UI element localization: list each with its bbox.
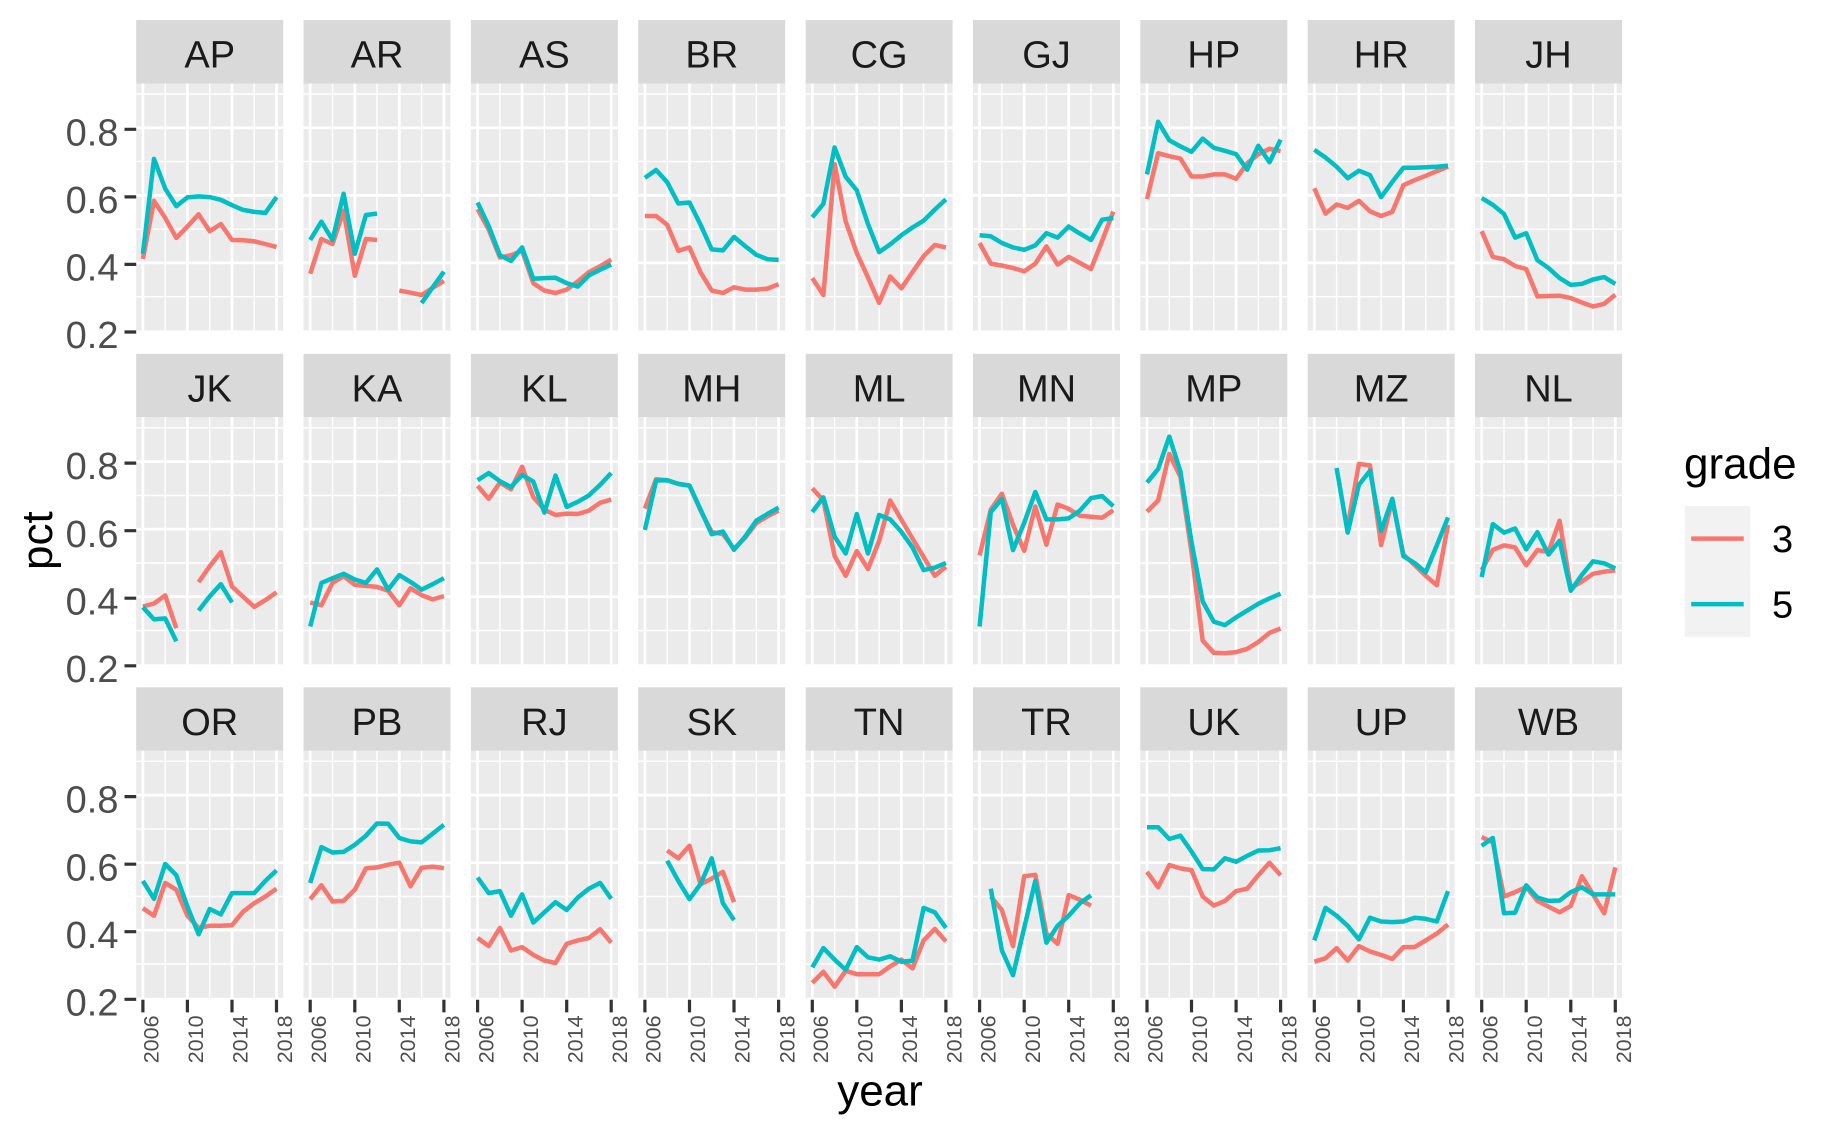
svg-text:0.4: 0.4 bbox=[66, 581, 119, 623]
svg-text:2006: 2006 bbox=[1311, 1015, 1335, 1063]
svg-text:0.8: 0.8 bbox=[66, 780, 119, 822]
svg-text:AP: AP bbox=[184, 35, 235, 77]
svg-text:2018: 2018 bbox=[775, 1015, 799, 1063]
svg-text:2006: 2006 bbox=[1478, 1015, 1502, 1063]
svg-text:2014: 2014 bbox=[731, 1015, 755, 1063]
svg-text:2006: 2006 bbox=[474, 1015, 498, 1063]
svg-text:2018: 2018 bbox=[1445, 1015, 1469, 1063]
svg-text:2014: 2014 bbox=[1400, 1015, 1424, 1063]
svg-text:2014: 2014 bbox=[229, 1015, 253, 1063]
svg-text:GJ: GJ bbox=[1022, 35, 1071, 77]
svg-text:2018: 2018 bbox=[1110, 1015, 1134, 1063]
svg-text:2010: 2010 bbox=[184, 1015, 208, 1063]
svg-text:2018: 2018 bbox=[1277, 1015, 1301, 1063]
svg-text:KL: KL bbox=[521, 368, 567, 410]
svg-text:2010: 2010 bbox=[519, 1015, 543, 1063]
svg-text:2006: 2006 bbox=[1144, 1015, 1168, 1063]
svg-text:TN: TN bbox=[854, 702, 905, 744]
svg-text:MN: MN bbox=[1017, 368, 1076, 410]
svg-text:2018: 2018 bbox=[273, 1015, 297, 1063]
svg-text:2006: 2006 bbox=[809, 1015, 833, 1063]
svg-text:MP: MP bbox=[1185, 368, 1242, 410]
svg-text:OR: OR bbox=[181, 702, 238, 744]
svg-text:AR: AR bbox=[351, 35, 404, 77]
svg-text:MZ: MZ bbox=[1354, 368, 1409, 410]
svg-text:pct: pct bbox=[13, 511, 62, 570]
svg-text:2010: 2010 bbox=[1523, 1015, 1547, 1063]
svg-text:WB: WB bbox=[1518, 702, 1579, 744]
svg-text:HR: HR bbox=[1354, 35, 1409, 77]
svg-text:KA: KA bbox=[352, 368, 403, 410]
svg-text:2006: 2006 bbox=[976, 1015, 1000, 1063]
svg-text:0.4: 0.4 bbox=[66, 915, 119, 957]
svg-text:2006: 2006 bbox=[307, 1015, 331, 1063]
svg-text:AS: AS bbox=[519, 35, 570, 77]
svg-text:2010: 2010 bbox=[352, 1015, 376, 1063]
svg-text:0.6: 0.6 bbox=[66, 847, 119, 889]
svg-text:JK: JK bbox=[188, 368, 232, 410]
svg-text:ML: ML bbox=[853, 368, 906, 410]
svg-text:JH: JH bbox=[1525, 35, 1571, 77]
svg-text:0.8: 0.8 bbox=[66, 446, 119, 488]
svg-text:TR: TR bbox=[1021, 702, 1072, 744]
svg-text:0.8: 0.8 bbox=[66, 112, 119, 154]
svg-text:2014: 2014 bbox=[1568, 1015, 1592, 1063]
svg-text:year: year bbox=[837, 1066, 923, 1115]
svg-text:2006: 2006 bbox=[642, 1015, 666, 1063]
svg-text:2014: 2014 bbox=[1065, 1015, 1089, 1063]
svg-text:BR: BR bbox=[685, 35, 738, 77]
svg-text:RJ: RJ bbox=[521, 702, 567, 744]
svg-text:2018: 2018 bbox=[441, 1015, 465, 1063]
svg-text:2010: 2010 bbox=[1356, 1015, 1380, 1063]
svg-text:grade: grade bbox=[1684, 440, 1797, 489]
svg-text:2010: 2010 bbox=[686, 1015, 710, 1063]
svg-text:2014: 2014 bbox=[898, 1015, 922, 1063]
svg-text:2006: 2006 bbox=[140, 1015, 164, 1063]
svg-text:2018: 2018 bbox=[608, 1015, 632, 1063]
svg-text:5: 5 bbox=[1772, 585, 1793, 627]
svg-text:2018: 2018 bbox=[1612, 1015, 1636, 1063]
svg-text:2014: 2014 bbox=[396, 1015, 420, 1063]
svg-text:UP: UP bbox=[1355, 702, 1408, 744]
svg-text:2014: 2014 bbox=[563, 1015, 587, 1063]
svg-text:HP: HP bbox=[1187, 35, 1240, 77]
svg-text:SK: SK bbox=[686, 702, 737, 744]
svg-text:2014: 2014 bbox=[1233, 1015, 1257, 1063]
svg-text:MH: MH bbox=[682, 368, 741, 410]
svg-text:2010: 2010 bbox=[1188, 1015, 1212, 1063]
svg-text:0.2: 0.2 bbox=[66, 315, 119, 357]
svg-text:2010: 2010 bbox=[854, 1015, 878, 1063]
svg-text:2010: 2010 bbox=[1021, 1015, 1045, 1063]
svg-text:0.4: 0.4 bbox=[66, 248, 119, 290]
svg-text:0.2: 0.2 bbox=[66, 982, 119, 1024]
svg-text:0.6: 0.6 bbox=[66, 514, 119, 556]
svg-text:0.6: 0.6 bbox=[66, 180, 119, 222]
svg-text:CG: CG bbox=[851, 35, 908, 77]
svg-text:UK: UK bbox=[1187, 702, 1240, 744]
svg-text:NL: NL bbox=[1524, 368, 1573, 410]
svg-text:2018: 2018 bbox=[943, 1015, 967, 1063]
svg-text:0.2: 0.2 bbox=[66, 649, 119, 691]
svg-text:PB: PB bbox=[352, 702, 403, 744]
svg-text:3: 3 bbox=[1772, 519, 1793, 561]
